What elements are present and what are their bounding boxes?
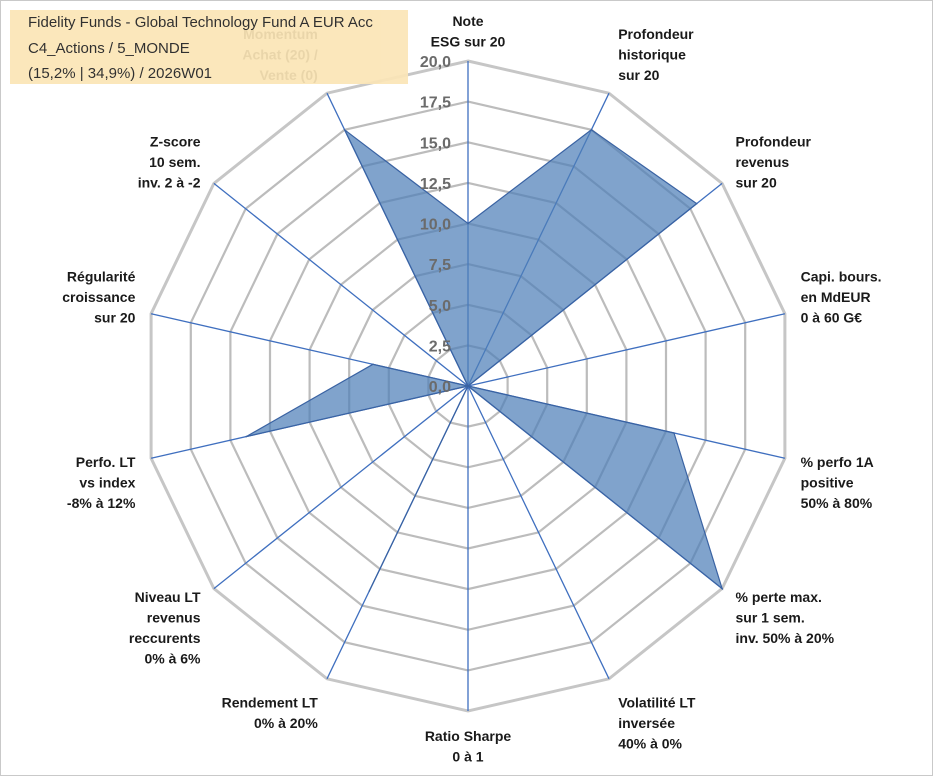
axis-label-11: Régularité croissance sur 20 xyxy=(62,269,135,326)
axis-label-line: inv. 2 à -2 xyxy=(138,174,201,190)
tick-label: 17,5 xyxy=(420,95,451,112)
axis-label-line: 0% à 6% xyxy=(144,651,201,667)
axis-label-line: Volatilité LT xyxy=(618,695,696,711)
axis-label-line: revenus xyxy=(147,610,201,626)
tick-label: 5,0 xyxy=(429,298,451,315)
axis-label-1: Profondeur historique sur 20 xyxy=(618,26,694,83)
axis-label-line: Perfo. LT xyxy=(76,454,136,470)
axis-spoke-9 xyxy=(213,385,469,590)
tick-label: 20,0 xyxy=(420,54,451,71)
axis-label-8: Rendement LT 0% à 20% xyxy=(222,695,319,732)
axis-label-12: Z-score 10 sem. inv. 2 à -2 xyxy=(138,133,201,190)
tick-label: 2,5 xyxy=(429,338,451,355)
radar-series xyxy=(245,129,724,592)
axis-label-6: Volatilité LT inversée 40% à 0% xyxy=(618,695,696,752)
axis-label-line: Profondeur xyxy=(736,133,812,149)
axis-label-10: Perfo. LT vs index -8% à 12% xyxy=(67,454,136,511)
axis-label-line: Régularité xyxy=(67,269,136,285)
axis-label-7: Ratio Sharpe 0 à 1 xyxy=(425,728,512,765)
title-block: Fidelity Funds - Global Technology Fund … xyxy=(10,10,408,84)
axis-label-line: inversée xyxy=(618,715,675,731)
axis-label-line: Z-score xyxy=(150,133,201,149)
series-point-2 xyxy=(695,202,698,205)
axis-label-line: 0 à 1 xyxy=(452,749,483,765)
axis-label-line: sur 20 xyxy=(618,67,659,83)
axis-label-line: historique xyxy=(618,46,686,62)
series-point-4 xyxy=(673,432,675,434)
axis-label-line: 40% à 0% xyxy=(618,736,682,752)
axis-label-line: Niveau LT xyxy=(135,589,201,605)
axis-label-line: sur 20 xyxy=(736,174,777,190)
tick-label: 10,0 xyxy=(420,217,451,234)
tick-label: 7,5 xyxy=(429,257,451,274)
series-area xyxy=(245,129,724,592)
axis-label-line: sur 20 xyxy=(94,310,135,326)
tick-label: 0,0 xyxy=(429,379,451,396)
axis-label-4: % perfo 1A positive 50% à 80% xyxy=(801,454,874,511)
axis-spoke-12 xyxy=(213,182,469,387)
series-point-10 xyxy=(245,435,247,438)
axis-label-line: 0 à 60 G€ xyxy=(801,310,863,326)
axis-label-9: Niveau LT revenus reccurents 0% à 6% xyxy=(129,589,201,667)
axis-label-3: Capi. bours. en MdEUR 0 à 60 G€ xyxy=(801,269,882,326)
axis-label-line: croissance xyxy=(62,289,135,305)
series-point-0 xyxy=(467,222,469,225)
axis-spoke-3 xyxy=(467,313,786,387)
axis-label-line: revenus xyxy=(736,154,790,170)
axis-label-line: Rendement LT xyxy=(222,695,319,711)
series-point-12 xyxy=(467,385,469,387)
axis-label-line: 0% à 20% xyxy=(254,715,318,731)
axis-label-0: Note ESG sur 20 xyxy=(431,13,506,50)
series-point-13 xyxy=(343,129,346,131)
axis-label-line: ESG sur 20 xyxy=(431,34,506,50)
axis-label-line: % perfo 1A xyxy=(801,454,874,470)
axis-label-line: positive xyxy=(801,475,854,491)
axis-label-line: % perte max. xyxy=(736,589,822,605)
series-point-5 xyxy=(721,587,723,590)
tick-label: 15,0 xyxy=(420,135,451,152)
axis-label-2: Profondeur revenus sur 20 xyxy=(736,133,812,190)
axis-label-line: vs index xyxy=(79,475,135,491)
axis-label-line: Note xyxy=(452,13,483,29)
axis-label-line: reccurents xyxy=(129,630,201,646)
axis-spoke-6 xyxy=(467,385,610,680)
axis-label-line: sur 1 sem. xyxy=(736,610,805,626)
series-point-11 xyxy=(372,363,374,366)
axis-label-line: en MdEUR xyxy=(801,289,871,305)
axis-label-line: Ratio Sharpe xyxy=(425,728,512,744)
axis-label-line: -8% à 12% xyxy=(67,495,136,511)
axis-label-line: Profondeur xyxy=(618,26,694,42)
series-point-8 xyxy=(368,590,371,592)
fund-title: Fidelity Funds - Global Technology Fund … xyxy=(28,14,373,31)
tick-label: 12,5 xyxy=(420,176,451,193)
radar-tick-labels: 0,0 2,5 5,0 7,5 10,0 12,5 15,0 17,5 20,0 xyxy=(420,54,451,396)
fund-category: C4_Actions / 5_MONDE xyxy=(28,40,190,57)
axis-label-line: inv. 50% à 20% xyxy=(736,630,835,646)
axis-label-line: 10 sem. xyxy=(149,154,200,170)
axis-label-line: Capi. bours. xyxy=(801,269,882,285)
series-point-1 xyxy=(590,129,593,131)
fund-period: (15,2% | 34,9%) / 2026W01 xyxy=(28,65,212,82)
axis-label-5: % perte max. sur 1 sem. inv. 50% à 20% xyxy=(736,589,835,646)
axis-label-line: 50% à 80% xyxy=(801,495,873,511)
